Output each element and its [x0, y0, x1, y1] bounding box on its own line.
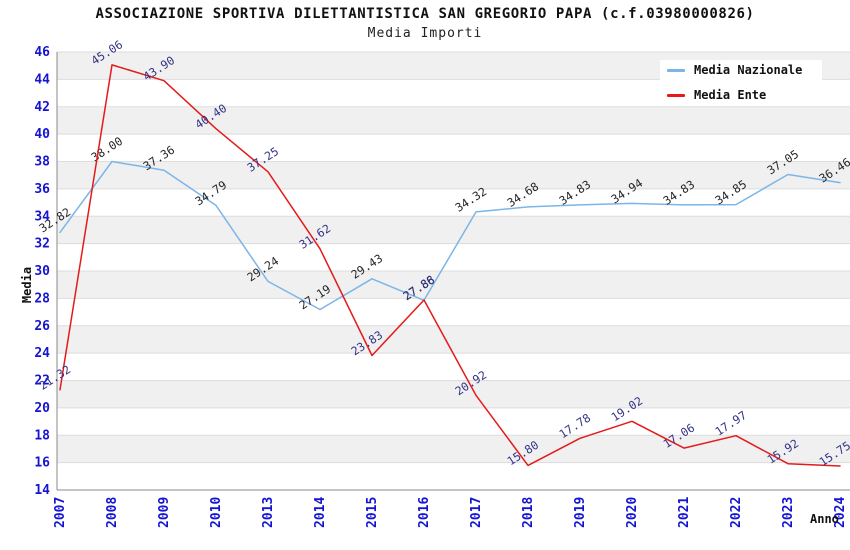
y-tick-label: 32 [34, 237, 50, 252]
chart-subtitle: Media Importi [367, 26, 483, 41]
x-tick-label: 2014 [313, 497, 328, 528]
x-tick-label: 2016 [417, 497, 432, 528]
x-tick-label: 2024 [833, 497, 848, 528]
y-tick-label: 44 [34, 72, 50, 87]
x-axis-title: Anno [810, 512, 839, 526]
plot-band [57, 106, 850, 135]
x-tick-label: 2010 [209, 497, 224, 528]
y-tick-label: 20 [34, 401, 50, 416]
y-tick-label: 40 [34, 127, 50, 142]
y-tick-label: 18 [34, 428, 50, 443]
x-tick-label: 2022 [729, 497, 744, 528]
y-tick-label: 26 [34, 319, 50, 334]
x-tick-label: 2023 [781, 497, 796, 528]
y-tick-label: 34 [34, 209, 50, 224]
legend-item-media-ente: Media Ente [660, 85, 822, 105]
x-tick-label: 2008 [105, 497, 120, 528]
chart-title: ASSOCIAZIONE SPORTIVA DILETTANTISTICA SA… [95, 6, 755, 22]
x-tick-label: 2013 [261, 497, 276, 528]
y-tick-label: 22 [34, 374, 50, 389]
plot-band [57, 216, 850, 244]
legend-item-media-nazionale: Media Nazionale [660, 60, 822, 80]
plot-band [57, 325, 850, 354]
y-tick-label: 28 [34, 291, 50, 306]
x-tick-label: 2020 [625, 497, 640, 528]
y-tick-label: 46 [34, 45, 50, 60]
legend-line-marker-nazionale-icon [667, 68, 685, 72]
value-label: 38.00 [88, 134, 125, 165]
y-tick-label: 24 [34, 346, 50, 361]
x-tick-label: 2018 [521, 497, 536, 528]
y-axis-title: Media [20, 266, 35, 304]
legend-label: Media Nazionale [694, 63, 803, 77]
legend-label: Media Ente [694, 88, 767, 102]
plot-band [57, 271, 850, 299]
series-line-media-ente [59, 64, 841, 467]
y-tick-label: 30 [34, 264, 50, 279]
plot-band [57, 161, 850, 189]
value-label: 17.97 [712, 408, 749, 439]
series-line-media-nazionale [59, 160, 841, 311]
x-tick-label: 2009 [157, 497, 172, 528]
y-tick-label: 14 [34, 483, 50, 498]
x-tick-label: 2017 [469, 497, 484, 528]
x-tick-label: 2019 [573, 497, 588, 528]
y-tick-label: 16 [34, 456, 50, 471]
y-tick-label: 36 [34, 182, 50, 197]
plot-band [57, 380, 850, 408]
x-tick-label: 2021 [677, 497, 692, 528]
legend-line-marker-ente-icon [667, 93, 685, 97]
plot-band [57, 435, 850, 463]
x-tick-label: 2007 [53, 497, 68, 528]
y-tick-label: 42 [34, 100, 50, 115]
chart-legend: Media Nazionale Media Ente [660, 60, 822, 105]
x-tick-label: 2015 [365, 497, 380, 528]
y-tick-label: 38 [34, 155, 50, 170]
